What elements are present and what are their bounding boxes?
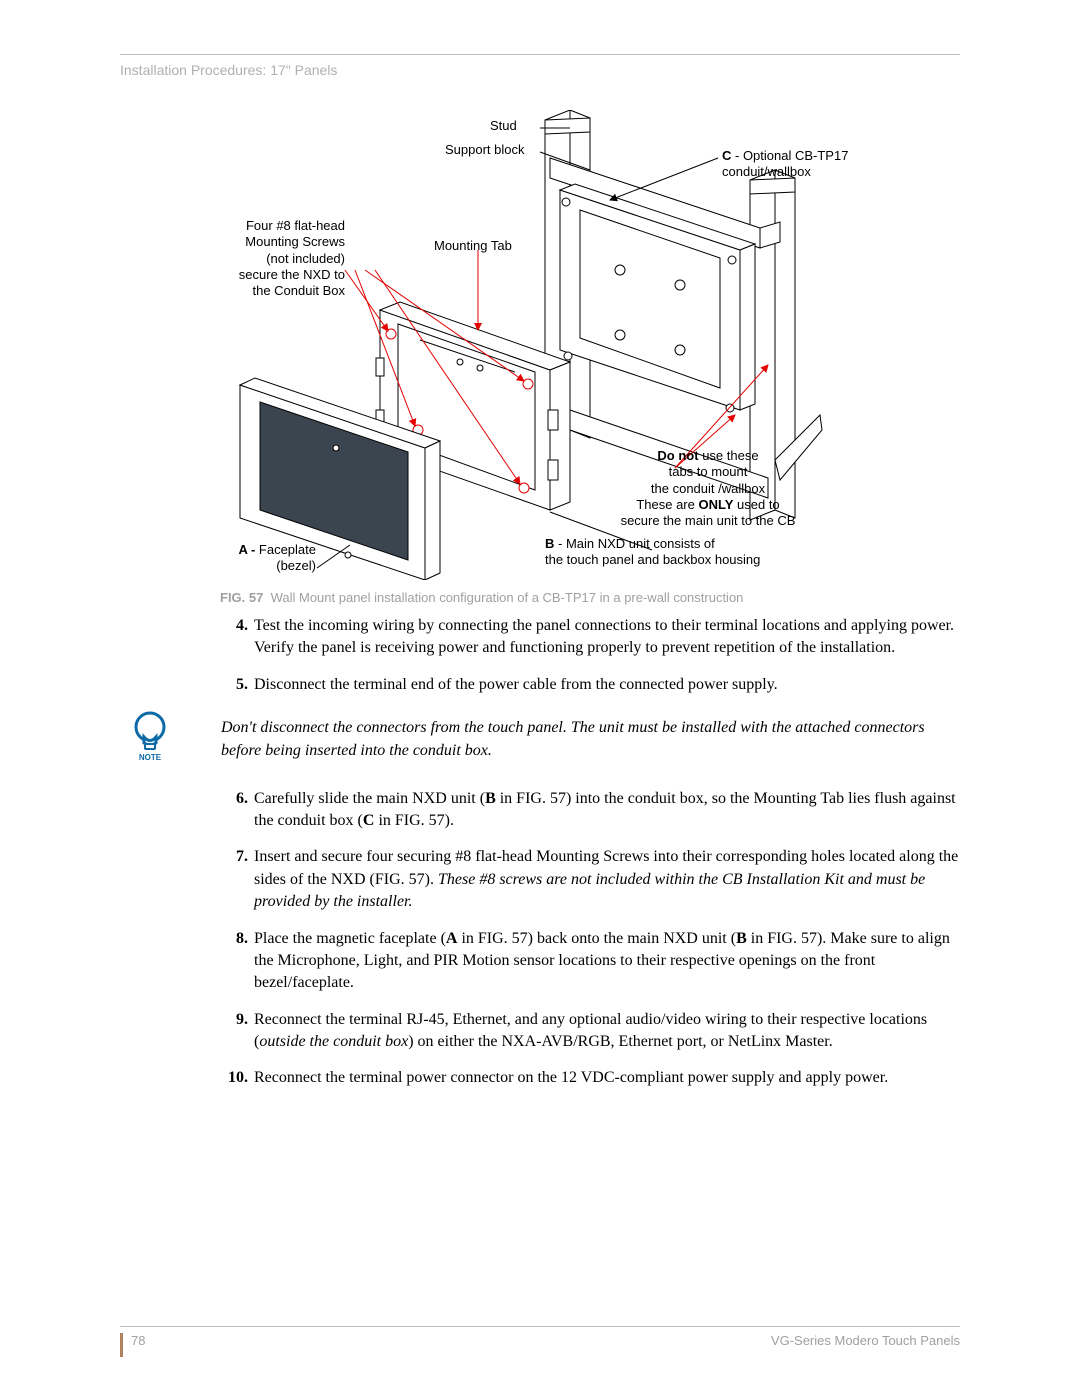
step-9: 9. Reconnect the terminal RJ-45, Etherne…: [220, 1009, 960, 1054]
steps-list: 4. Test the incoming wiring by connectin…: [220, 615, 960, 1104]
step-body: Place the magnetic faceplate (A in FIG. …: [254, 928, 960, 995]
note-block: NOTE Don't disconnect the connectors fro…: [220, 710, 960, 769]
figure-57: Stud Support block C - Optional CB-TP17 …: [120, 110, 960, 590]
callout-c-optional: C - Optional CB-TP17 conduit/wallbox: [722, 148, 882, 181]
step-6: 6. Carefully slide the main NXD unit (B …: [220, 788, 960, 833]
callout-stud: Stud: [490, 118, 517, 134]
svg-text:NOTE: NOTE: [139, 753, 162, 762]
step-num: 4.: [220, 615, 254, 660]
step-body: Test the incoming wiring by connecting t…: [254, 615, 960, 660]
callout-support-block: Support block: [445, 142, 525, 158]
callout-screws: Four #8 flat-headMounting Screws(not inc…: [210, 218, 345, 299]
step-4: 4. Test the incoming wiring by connectin…: [220, 615, 960, 660]
footer: 78 VG-Series Modero Touch Panels: [120, 1326, 960, 1357]
note-text: Don't disconnect the connectors from the…: [221, 717, 960, 762]
callout-donot: Do not use thesetabs to mountthe conduit…: [588, 448, 828, 529]
step-num: 8.: [220, 928, 254, 995]
page-number: 78: [120, 1333, 145, 1357]
callout-b: B - Main NXD unit consists ofthe touch p…: [545, 536, 825, 569]
figure-svg: [120, 110, 960, 580]
step-body: Disconnect the terminal end of the power…: [254, 674, 960, 696]
step-num: 9.: [220, 1009, 254, 1054]
step-body: Reconnect the terminal RJ-45, Ethernet, …: [254, 1009, 960, 1054]
step-body: Carefully slide the main NXD unit (B in …: [254, 788, 960, 833]
step-body: Reconnect the terminal power connector o…: [254, 1067, 960, 1089]
step-7: 7. Insert and secure four securing #8 fl…: [220, 846, 960, 913]
step-num: 5.: [220, 674, 254, 696]
figure-caption: FIG. 57 Wall Mount panel installation co…: [220, 590, 743, 605]
section-title: Installation Procedures: 17" Panels: [120, 62, 337, 78]
step-5: 5. Disconnect the terminal end of the po…: [220, 674, 960, 696]
fig-text: Wall Mount panel installation configurat…: [271, 590, 744, 605]
step-10: 10. Reconnect the terminal power connect…: [220, 1067, 960, 1089]
note-icon: NOTE: [125, 710, 175, 769]
callout-a: A - Faceplate(bezel): [226, 542, 316, 575]
page: Installation Procedures: 17" Panels: [0, 0, 1080, 1397]
step-num: 6.: [220, 788, 254, 833]
doc-title: VG-Series Modero Touch Panels: [771, 1333, 960, 1357]
fig-label: FIG. 57: [220, 590, 263, 605]
header-rule: [120, 54, 960, 55]
step-num: 7.: [220, 846, 254, 913]
callout-mtab: Mounting Tab: [434, 238, 512, 254]
step-body: Insert and secure four securing #8 flat-…: [254, 846, 960, 913]
step-8: 8. Place the magnetic faceplate (A in FI…: [220, 928, 960, 995]
step-num: 10.: [220, 1067, 254, 1089]
